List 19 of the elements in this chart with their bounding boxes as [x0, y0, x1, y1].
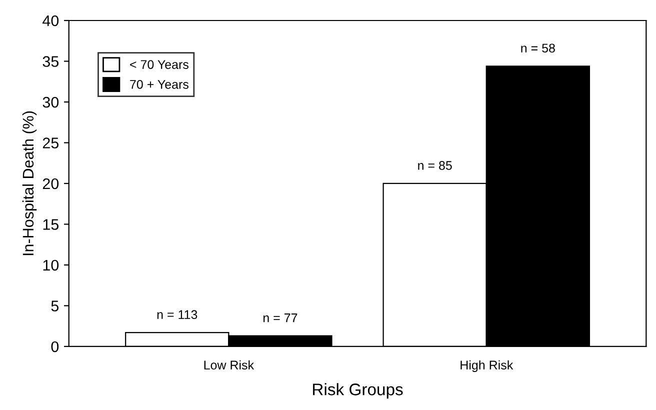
y-tick-label: 5	[51, 300, 59, 312]
x-axis-title: Risk Groups	[313, 383, 403, 399]
x-tick-label: Low Risk	[204, 360, 254, 370]
annotation: n = 77	[263, 314, 298, 322]
y-tick-label: 15	[43, 219, 59, 230]
y-tick-label: 0	[51, 341, 59, 352]
y-tick-label: 20	[42, 178, 59, 190]
y-axis-title: In-Hospital Death (%)	[22, 111, 37, 256]
y-tick-label: 35	[42, 56, 59, 67]
y-tick-label: 10	[43, 260, 59, 271]
x-tick-label: High Risk	[460, 360, 514, 372]
annotation: n = 58	[521, 44, 555, 53]
y-tick-label: 25	[42, 138, 59, 148]
legend-label: < 70 Years	[130, 60, 188, 69]
y-tick-label: 30	[42, 96, 59, 108]
y-tick-label: 40	[42, 15, 59, 26]
annotation: n = 113	[157, 310, 198, 320]
legend-label: 70 + Years	[130, 80, 188, 89]
annotation: n = 85	[418, 161, 452, 170]
